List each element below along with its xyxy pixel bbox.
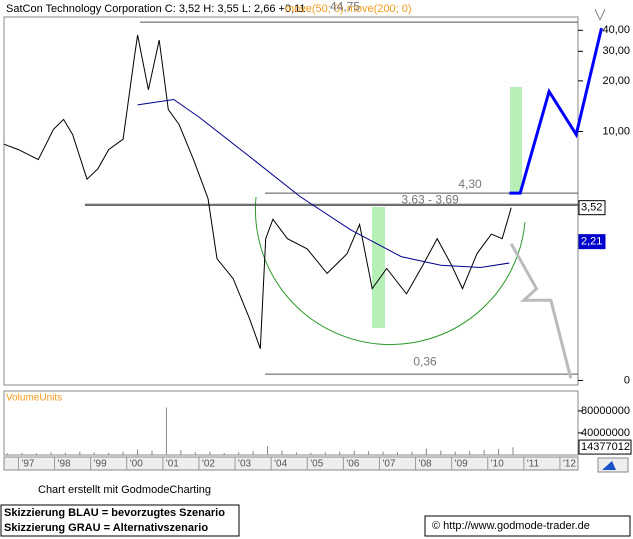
y-tick-label: 80000000 <box>581 405 630 417</box>
url-box <box>424 515 631 537</box>
x-tick-label: '09 <box>455 459 468 470</box>
price-line <box>509 27 603 195</box>
note-box <box>0 504 240 537</box>
y-tick-label: 40,00 <box>602 24 630 36</box>
y-tick-label: 0 <box>624 374 630 386</box>
x-tick-label: '05 <box>310 459 323 470</box>
volume-title: VolumeUnits <box>6 393 62 404</box>
x-tick-label: '02 <box>202 459 215 470</box>
volume-marker <box>578 439 632 455</box>
x-tick-label: '00 <box>130 459 143 470</box>
level-label: 44,75 <box>330 0 360 13</box>
x-tick-label: '98 <box>58 459 71 470</box>
note-blue: Skizzierung BLAU = bevorzugtes Szenario <box>4 507 225 519</box>
y-tick-label: 20,00 <box>602 75 630 87</box>
price-frame <box>3 16 579 386</box>
x-tick-label: '03 <box>238 459 251 470</box>
price-marker <box>578 200 606 216</box>
x-tick-label: '08 <box>419 459 432 470</box>
highlight-zone <box>372 207 385 328</box>
header-indicators: move(50; 0) move(200; 0) <box>285 3 412 15</box>
axis-arrow <box>594 8 606 21</box>
credit: Chart erstellt mit GodmodeCharting <box>38 484 211 496</box>
x-axis-strip <box>3 456 579 471</box>
level-label: 4,30 <box>458 177 482 191</box>
x-tick-label: '97 <box>21 459 34 470</box>
url: © http://www.godmode-trader.de <box>432 520 590 532</box>
x-tick-label: '07 <box>382 459 395 470</box>
price-marker-label: 2,21 <box>581 236 602 248</box>
price-line <box>3 34 512 349</box>
level-label: 3,63 - 3,69 <box>401 193 459 207</box>
price-line <box>509 242 573 379</box>
volume-frame <box>3 390 579 456</box>
note-grey: Skizzierung GRAU = Alternativszenario <box>4 522 208 534</box>
x-tick-label: '12 <box>563 459 576 470</box>
y-tick-label: 40000000 <box>581 427 630 439</box>
price-line <box>137 98 510 269</box>
x-tick-label: '01 <box>166 459 179 470</box>
cup-arc <box>254 196 526 346</box>
highlight-zone <box>510 87 522 193</box>
x-tick-label: '04 <box>274 459 287 470</box>
y-tick-label: 30,00 <box>602 45 630 57</box>
x-tick-label: '99 <box>94 459 107 470</box>
corner-icon-shape <box>602 461 616 470</box>
volume-marker-label: 14377012 <box>581 441 630 453</box>
x-tick-label: '10 <box>491 459 504 470</box>
y-tick-label: 10,00 <box>602 125 630 137</box>
price-marker <box>578 234 606 250</box>
level-label: 0,36 <box>413 354 437 368</box>
price-marker-label: 3,52 <box>581 202 602 214</box>
x-tick-label: '11 <box>527 459 540 470</box>
header-title: SatCon Technology Corporation C: 3,52 H:… <box>6 3 306 15</box>
x-tick-label: '06 <box>346 459 359 470</box>
